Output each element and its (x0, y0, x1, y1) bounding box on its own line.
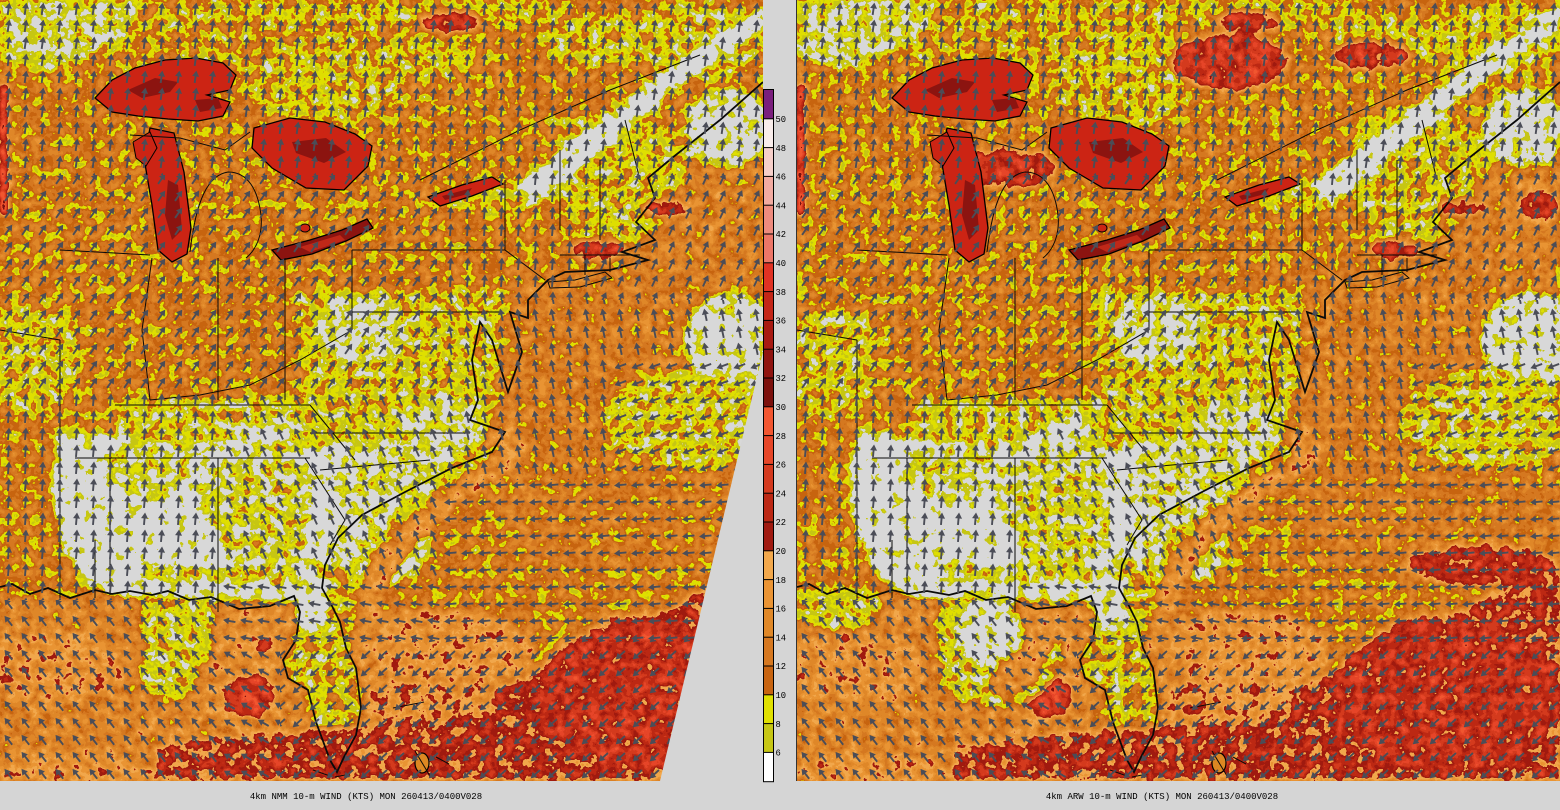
svg-text:42: 42 (776, 230, 787, 240)
svg-text:6: 6 (776, 749, 781, 759)
svg-text:28: 28 (776, 432, 787, 442)
svg-text:20: 20 (776, 547, 787, 557)
svg-text:4km NMM 10-m WIND (KTS) MON 26: 4km NMM 10-m WIND (KTS) MON 260413/0400V… (250, 792, 482, 802)
svg-text:40: 40 (776, 259, 787, 269)
svg-text:14: 14 (776, 633, 787, 643)
svg-text:48: 48 (776, 144, 787, 154)
svg-text:36: 36 (776, 317, 787, 327)
svg-text:8: 8 (776, 720, 781, 730)
svg-text:16: 16 (776, 605, 787, 615)
svg-text:34: 34 (776, 345, 787, 355)
svg-text:30: 30 (776, 403, 787, 413)
svg-text:18: 18 (776, 576, 787, 586)
svg-text:50: 50 (776, 115, 787, 125)
svg-text:10: 10 (776, 691, 787, 701)
svg-text:26: 26 (776, 461, 787, 471)
svg-text:24: 24 (776, 489, 787, 499)
svg-text:46: 46 (776, 173, 787, 183)
svg-text:22: 22 (776, 518, 787, 528)
svg-text:4km ARW 10-m WIND (KTS) MON 26: 4km ARW 10-m WIND (KTS) MON 260413/0400V… (1046, 792, 1278, 802)
svg-text:44: 44 (776, 201, 787, 211)
svg-text:38: 38 (776, 288, 787, 298)
svg-text:32: 32 (776, 374, 787, 384)
svg-text:12: 12 (776, 662, 787, 672)
